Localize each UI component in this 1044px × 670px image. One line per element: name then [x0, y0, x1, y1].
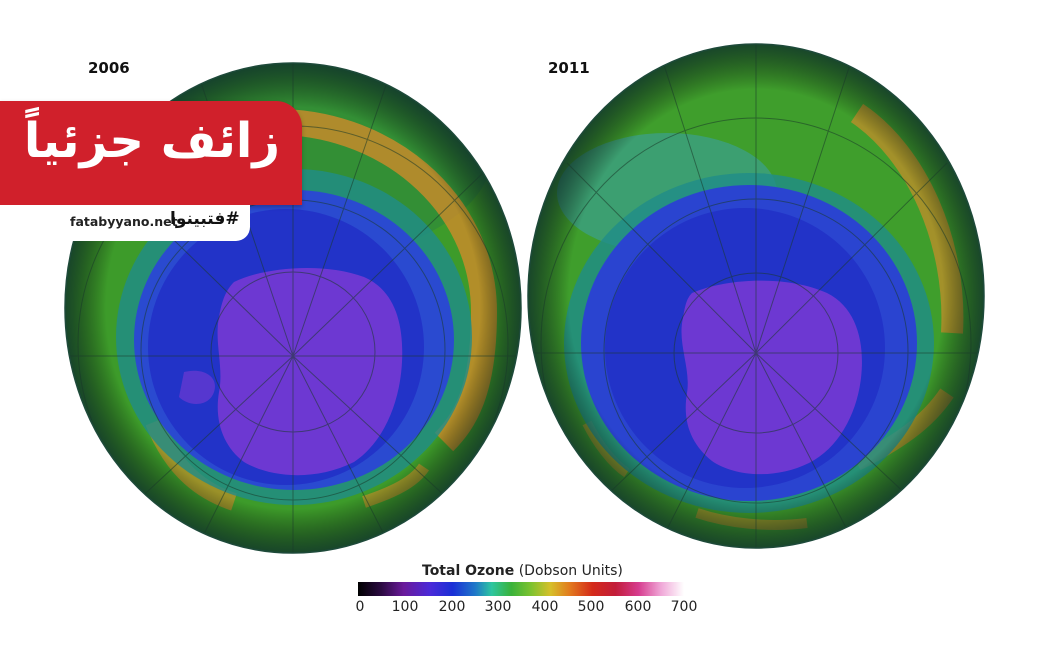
verdict-banner: زائف جزئياً — [0, 101, 302, 205]
legend-tick: 400 — [531, 599, 559, 615]
brand-strip — [0, 205, 250, 241]
ozone-map-2006 — [64, 62, 522, 554]
legend-title: Total Ozone (Dobson Units) — [422, 563, 623, 579]
legend-tick: 500 — [577, 599, 605, 615]
legend-title-unit: (Dobson Units) — [514, 563, 623, 579]
legend-tick: 200 — [438, 599, 466, 615]
color-scale-bar — [358, 582, 684, 596]
legend-tick: 100 — [391, 599, 419, 615]
ozone-map-2011 — [527, 43, 985, 549]
hashtag: #فتبينوا — [170, 209, 240, 229]
legend-tick: 700 — [670, 599, 698, 615]
legend-tick: 300 — [484, 599, 512, 615]
year-label-2006: 2006 — [88, 59, 130, 77]
site-url: fatabyyano.net — [70, 214, 178, 229]
year-label-2011: 2011 — [548, 59, 590, 77]
verdict-label: زائف جزئياً — [23, 113, 280, 169]
legend-title-bold: Total Ozone — [422, 563, 515, 579]
legend-tick: 0 — [355, 599, 365, 615]
legend-tick: 600 — [624, 599, 652, 615]
